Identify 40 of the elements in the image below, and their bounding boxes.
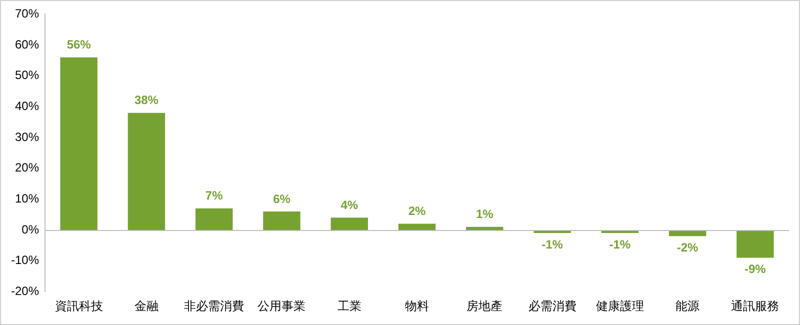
- y-tick-label: 50%: [14, 68, 40, 82]
- data-label: -1%: [609, 237, 631, 252]
- bar: [398, 224, 436, 230]
- y-tick-label: 40%: [14, 98, 40, 113]
- bar: [196, 208, 233, 230]
- x-tick-label: 非必需消費: [184, 298, 244, 313]
- y-tick-label: -20%: [11, 284, 40, 298]
- bar: [60, 57, 98, 230]
- data-label: 38%: [134, 93, 159, 108]
- data-label: 56%: [66, 38, 92, 52]
- x-tick-label: 物料: [405, 298, 430, 313]
- x-tick-label: 健康護理: [596, 298, 644, 313]
- y-tick-label: 70%: [14, 6, 40, 21]
- bar: [736, 230, 774, 258]
- x-tick-label: 能源: [676, 298, 700, 313]
- y-tick-label: 30%: [14, 130, 40, 144]
- y-tick-label: 0%: [22, 222, 40, 236]
- bar: [466, 226, 504, 230]
- data-label: -1%: [542, 237, 564, 252]
- x-tick-label: 公用事業: [258, 298, 306, 313]
- x-tick-label: 房地產: [466, 298, 503, 313]
- data-label: 7%: [205, 188, 224, 203]
- bar: [330, 218, 368, 230]
- bar: [263, 211, 300, 230]
- x-tick-label: 通訊服務: [731, 298, 780, 313]
- x-tick-label: 必需消費: [528, 298, 576, 313]
- y-tick-label: -10%: [11, 253, 40, 268]
- y-tick-label: 20%: [14, 160, 40, 175]
- data-label: 6%: [273, 192, 291, 206]
- data-label: -2%: [676, 240, 699, 254]
- x-tick-label: 工業: [337, 298, 362, 313]
- x-tick-label: 金融: [134, 298, 158, 313]
- y-tick-label: 60%: [14, 37, 40, 52]
- x-tick-label: 資訊科技: [54, 298, 103, 313]
- data-label: 4%: [340, 198, 358, 212]
- bar: [128, 112, 166, 230]
- data-label: 2%: [408, 204, 426, 218]
- data-label: -9%: [744, 262, 766, 276]
- data-label: 1%: [476, 207, 494, 222]
- y-tick-label: 10%: [14, 191, 40, 206]
